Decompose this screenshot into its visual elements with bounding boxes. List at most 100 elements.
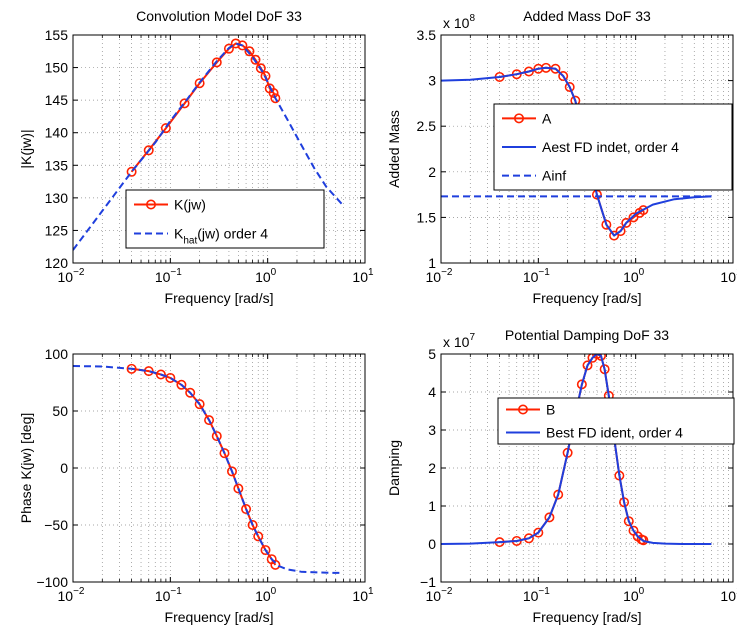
- y-axis-label: Added Mass: [386, 110, 402, 188]
- y-axis-label: Damping: [386, 440, 402, 496]
- y-tick-label: 140: [45, 125, 69, 141]
- axes-frame: [72, 34, 366, 264]
- data-point: [230, 38, 241, 49]
- legend-entry-label: Aest FD indet, order 4: [542, 139, 679, 155]
- legend-marker: [513, 113, 524, 124]
- chart-title: Potential Damping DoF 33: [505, 327, 669, 343]
- legend-entry-label: Ainf: [542, 168, 566, 184]
- y-tick-label: −50: [44, 517, 68, 533]
- data-point: [270, 559, 281, 570]
- y-tick-label: 3: [428, 422, 436, 438]
- data-point: [185, 387, 196, 398]
- data-point: [176, 379, 187, 390]
- chart-potential-damping: 10−2 10−1 100 101 −1 0 1 2 3 4 5 x 107 Potential Dam…: [386, 327, 737, 625]
- y-tick-label: 125: [45, 222, 69, 238]
- y-axis-label: |K(jw)|: [18, 129, 34, 168]
- y-tick-label: −1: [420, 574, 436, 590]
- data-point: [250, 54, 261, 65]
- legend-marker: [517, 404, 528, 415]
- axes-frame: [440, 34, 734, 264]
- y-tick-label: 2.5: [417, 118, 437, 134]
- x-tick-label: 10−2: [426, 267, 453, 285]
- x-axis-label: Frequency [rad/s]: [533, 290, 642, 306]
- data-point: [244, 46, 255, 57]
- legend-entry-label: B: [546, 402, 555, 418]
- x-tick-label: 100: [255, 586, 277, 604]
- chart-added-mass: 10−2 10−1 100 101 1 1.5 2 2.5 3 3.5 x 108 Added Mas…: [386, 8, 737, 306]
- x-tick-label: 101: [720, 267, 737, 285]
- y-tick-label: 4: [428, 384, 436, 400]
- data-point: [126, 363, 137, 374]
- legend-convolution: K(jw) Khat(jw) order 4: [125, 189, 325, 249]
- data-point: [270, 93, 281, 104]
- x-axis-label: Frequency [rad/s]: [165, 609, 274, 625]
- x-tick-label: 10−1: [523, 586, 550, 604]
- x-tick-label: 10−2: [58, 267, 85, 285]
- data-point: [165, 372, 176, 383]
- data-point: [268, 87, 279, 98]
- y-axis-label: Phase K(jw) [deg]: [18, 413, 34, 524]
- chart-title: Added Mass DoF 33: [523, 8, 651, 24]
- series-line: [73, 365, 344, 574]
- axes-frame: [440, 353, 734, 583]
- series-group: [73, 38, 345, 251]
- y-tick-label: 2: [428, 164, 436, 180]
- data-point: [253, 531, 264, 542]
- x-tick-label: 10−1: [523, 267, 550, 285]
- x-axis-label: Frequency [rad/s]: [165, 290, 274, 306]
- y-tick-label: 135: [45, 157, 69, 173]
- data-point: [155, 369, 166, 380]
- chart-convolution-magnitude: 10−2 10−1 100 101 120 125 130 135 140 145 150 155 Co…: [18, 8, 374, 306]
- y-tick-label: 120: [45, 255, 69, 271]
- data-point: [595, 354, 606, 361]
- legend-box: [125, 189, 325, 249]
- data-point: [638, 205, 649, 216]
- chart-title: Convolution Model DoF 33: [136, 8, 302, 24]
- series-line: [131, 367, 277, 566]
- legend-damping: B Best FD ident, order 4: [497, 397, 735, 445]
- data-point: [194, 78, 205, 89]
- y-tick-label: 50: [52, 403, 68, 419]
- y-tick-label: −100: [36, 574, 68, 590]
- data-point: [237, 40, 248, 51]
- y-tick-label: 145: [45, 92, 69, 108]
- grid: [73, 354, 365, 582]
- series-line: [441, 354, 712, 545]
- x-tick-label: 101: [352, 586, 374, 604]
- y-tick-label: 3: [428, 73, 436, 89]
- legend-added-mass: A Aest FD indet, order 4 Ainf: [493, 103, 733, 191]
- data-point: [126, 166, 137, 177]
- y-scale-factor: x 107: [443, 332, 475, 350]
- data-point: [219, 448, 230, 459]
- x-tick-label: 101: [352, 267, 374, 285]
- legend-entry-label: Best FD ident, order 4: [546, 425, 683, 441]
- data-point: [623, 516, 634, 527]
- data-point: [558, 71, 569, 82]
- data-point: [241, 504, 252, 515]
- y-tick-label: 1.5: [417, 209, 437, 225]
- data-point: [247, 519, 258, 530]
- y-tick-label: 2: [428, 460, 436, 476]
- data-point: [533, 527, 544, 538]
- y-tick-label: 155: [45, 27, 69, 43]
- data-point: [544, 512, 555, 523]
- legend-box: [497, 397, 735, 445]
- grid: [73, 35, 365, 263]
- series-group: [441, 354, 712, 548]
- grid: [441, 354, 733, 582]
- data-point: [143, 145, 154, 156]
- legend-entry-label: Khat(jw) order 4: [174, 226, 268, 247]
- data-point: [160, 123, 171, 134]
- y-scale-factor: x 108: [443, 13, 475, 31]
- y-tick-label: 0: [60, 460, 68, 476]
- data-point: [621, 217, 632, 228]
- data-point: [226, 466, 237, 477]
- x-tick-label: 100: [255, 267, 277, 285]
- grid: [441, 35, 733, 263]
- x-tick-label: 10−2: [58, 586, 85, 604]
- y-tick-label: 100: [45, 346, 69, 362]
- data-point: [609, 230, 620, 241]
- data-point: [211, 57, 222, 68]
- x-tick-label: 101: [720, 586, 737, 604]
